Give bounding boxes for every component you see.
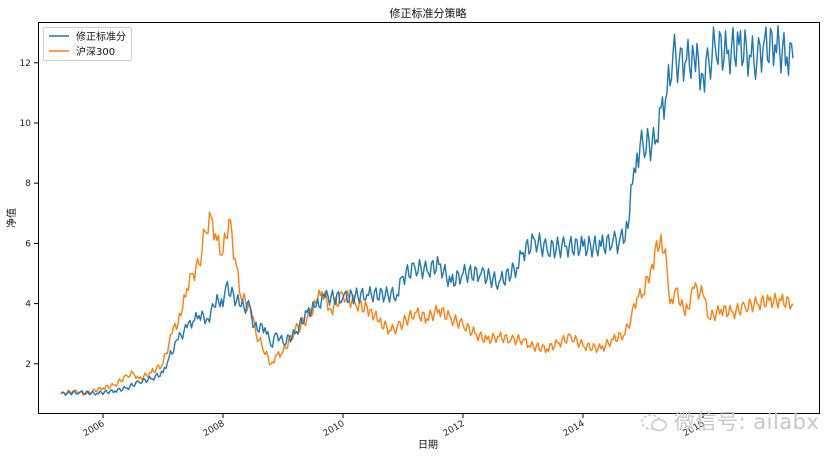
y-tick-label: 8 (25, 179, 31, 189)
legend-label-strategy: 修正标准分 (76, 30, 126, 43)
watermark-text: 微信号: ailabx (674, 410, 820, 434)
y-axis-label: 净值 (5, 208, 18, 228)
legend: 修正标准分 沪深300 (43, 27, 132, 61)
watermark: 微信号: ailabx (640, 406, 819, 436)
x-axis-label: 日期 (418, 439, 438, 451)
series-line-hs300 (60, 211, 794, 396)
plot-frame (38, 22, 820, 414)
wechat-icon (641, 414, 667, 432)
plot-lines (60, 25, 794, 396)
y-tick-label: 10 (20, 119, 32, 129)
y-axis: 2 4 6 8 10 12 (20, 59, 39, 370)
legend-label-hs300: 沪深300 (76, 45, 115, 58)
series-line-strategy (60, 25, 794, 396)
y-tick-label: 6 (25, 239, 31, 249)
chart-title: 修正标准分策略 (390, 6, 467, 20)
y-tick-label: 2 (25, 360, 31, 370)
y-tick-label: 4 (25, 300, 31, 310)
y-tick-label: 12 (20, 59, 31, 69)
